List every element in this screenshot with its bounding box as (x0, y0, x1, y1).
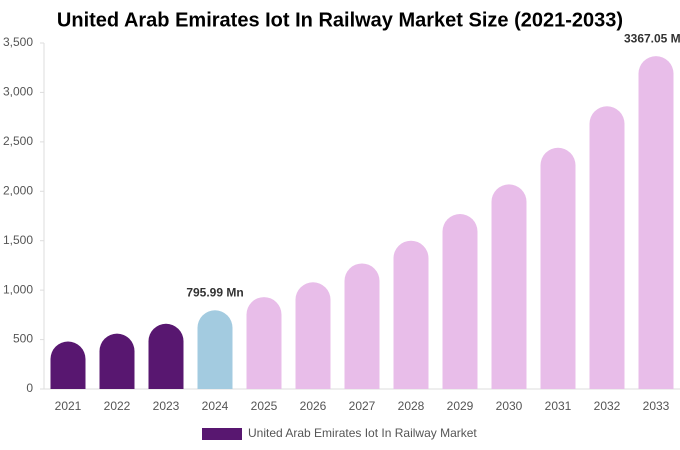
bar (589, 106, 625, 390)
value-label: 795.99 Mn (186, 285, 243, 299)
value-label: 3367.05 Mn (624, 31, 680, 45)
x-tick-label: 2021 (55, 399, 82, 413)
chart-title: United Arab Emirates Iot In Railway Mark… (57, 9, 623, 31)
bar (197, 310, 233, 389)
legend-swatch (202, 428, 242, 440)
x-tick-label: 2031 (545, 399, 572, 413)
bar (491, 184, 527, 389)
bar (148, 323, 184, 389)
y-tick-label: 2,000 (3, 183, 33, 197)
y-tick-label: 3,000 (3, 85, 33, 99)
bar (638, 56, 674, 389)
bar (442, 214, 478, 389)
x-tick-label: 2026 (300, 399, 327, 413)
y-tick-label: 1,500 (3, 233, 33, 247)
y-tick-label: 3,500 (3, 35, 33, 49)
x-tick-label: 2025 (251, 399, 278, 413)
bar (540, 147, 576, 389)
legend-label: United Arab Emirates Iot In Railway Mark… (248, 426, 477, 440)
x-tick-label: 2027 (349, 399, 376, 413)
x-tick-label: 2023 (153, 399, 180, 413)
bar (246, 297, 282, 389)
x-tick-label: 2033 (643, 399, 670, 413)
y-tick-label: 1,000 (3, 282, 33, 296)
x-tick-label: 2028 (398, 399, 425, 413)
bar (50, 341, 86, 389)
y-tick-label: 0 (26, 381, 33, 395)
y-tick-label: 2,500 (3, 134, 33, 148)
x-tick-label: 2029 (447, 399, 474, 413)
x-tick-label: 2024 (202, 399, 229, 413)
x-tick-label: 2022 (104, 399, 131, 413)
y-tick-label: 500 (13, 332, 33, 346)
bar (99, 333, 135, 389)
bar (344, 263, 380, 389)
bar (393, 240, 429, 389)
x-tick-label: 2030 (496, 399, 523, 413)
x-tick-label: 2032 (594, 399, 621, 413)
bar (295, 282, 331, 389)
